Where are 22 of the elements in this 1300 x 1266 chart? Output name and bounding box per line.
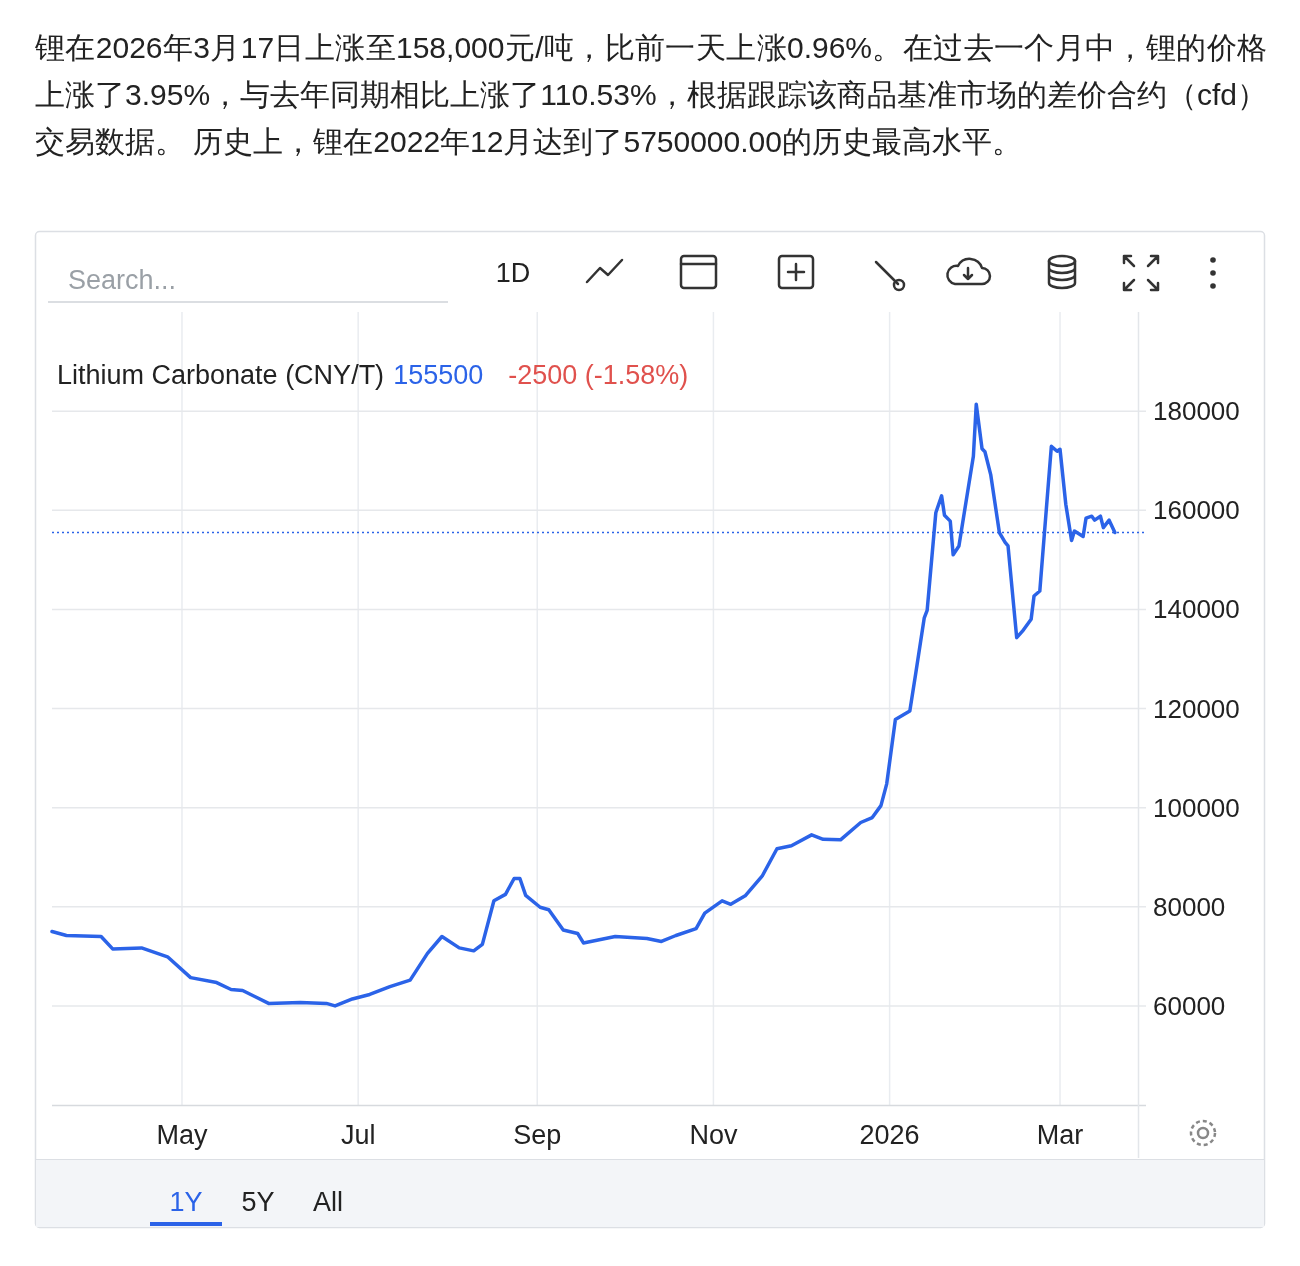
x-tick-label: Nov xyxy=(689,1120,738,1150)
x-tick-label: Mar xyxy=(1036,1120,1084,1150)
y-tick-label: 100000 xyxy=(1153,792,1240,823)
chart-title: 锂在2026年3月17日上涨至158,000元/吨，比前一天上涨0.96%。在过去一个月中，锂的价格上涨了3.95%，与去年同期相比上涨了110.53%，根据跟踪该商品基准市场的差价合约（cfd）交易数据。 历史上，锂在2022年12月达到了5750000.00的历史最高水平。 xyxy=(35,30,1267,160)
x-tick-label: May xyxy=(156,1120,208,1150)
x-tick-label: 2026 xyxy=(859,1120,920,1150)
annotation: -2500 (-1.58%) xyxy=(508,360,689,390)
annotation: 155500 xyxy=(393,360,484,390)
text: Search... xyxy=(68,265,177,295)
y-tick-label: 120000 xyxy=(1153,693,1240,724)
y-tick-label: 140000 xyxy=(1153,594,1240,625)
text: All xyxy=(312,1187,344,1217)
y-tick-label: 180000 xyxy=(1153,396,1240,427)
text: Lithium Carbonate (CNY/T) xyxy=(57,360,385,390)
y-tick-label: 80000 xyxy=(1153,891,1226,922)
x-tick-label: Sep xyxy=(513,1120,562,1150)
text: 5Y xyxy=(241,1187,275,1217)
y-tick-label: 160000 xyxy=(1153,495,1240,526)
text: 1D xyxy=(495,258,531,288)
x-tick-label: Jul xyxy=(340,1120,376,1150)
y-tick-label: 60000 xyxy=(1153,990,1226,1021)
text: 1Y xyxy=(169,1187,203,1217)
